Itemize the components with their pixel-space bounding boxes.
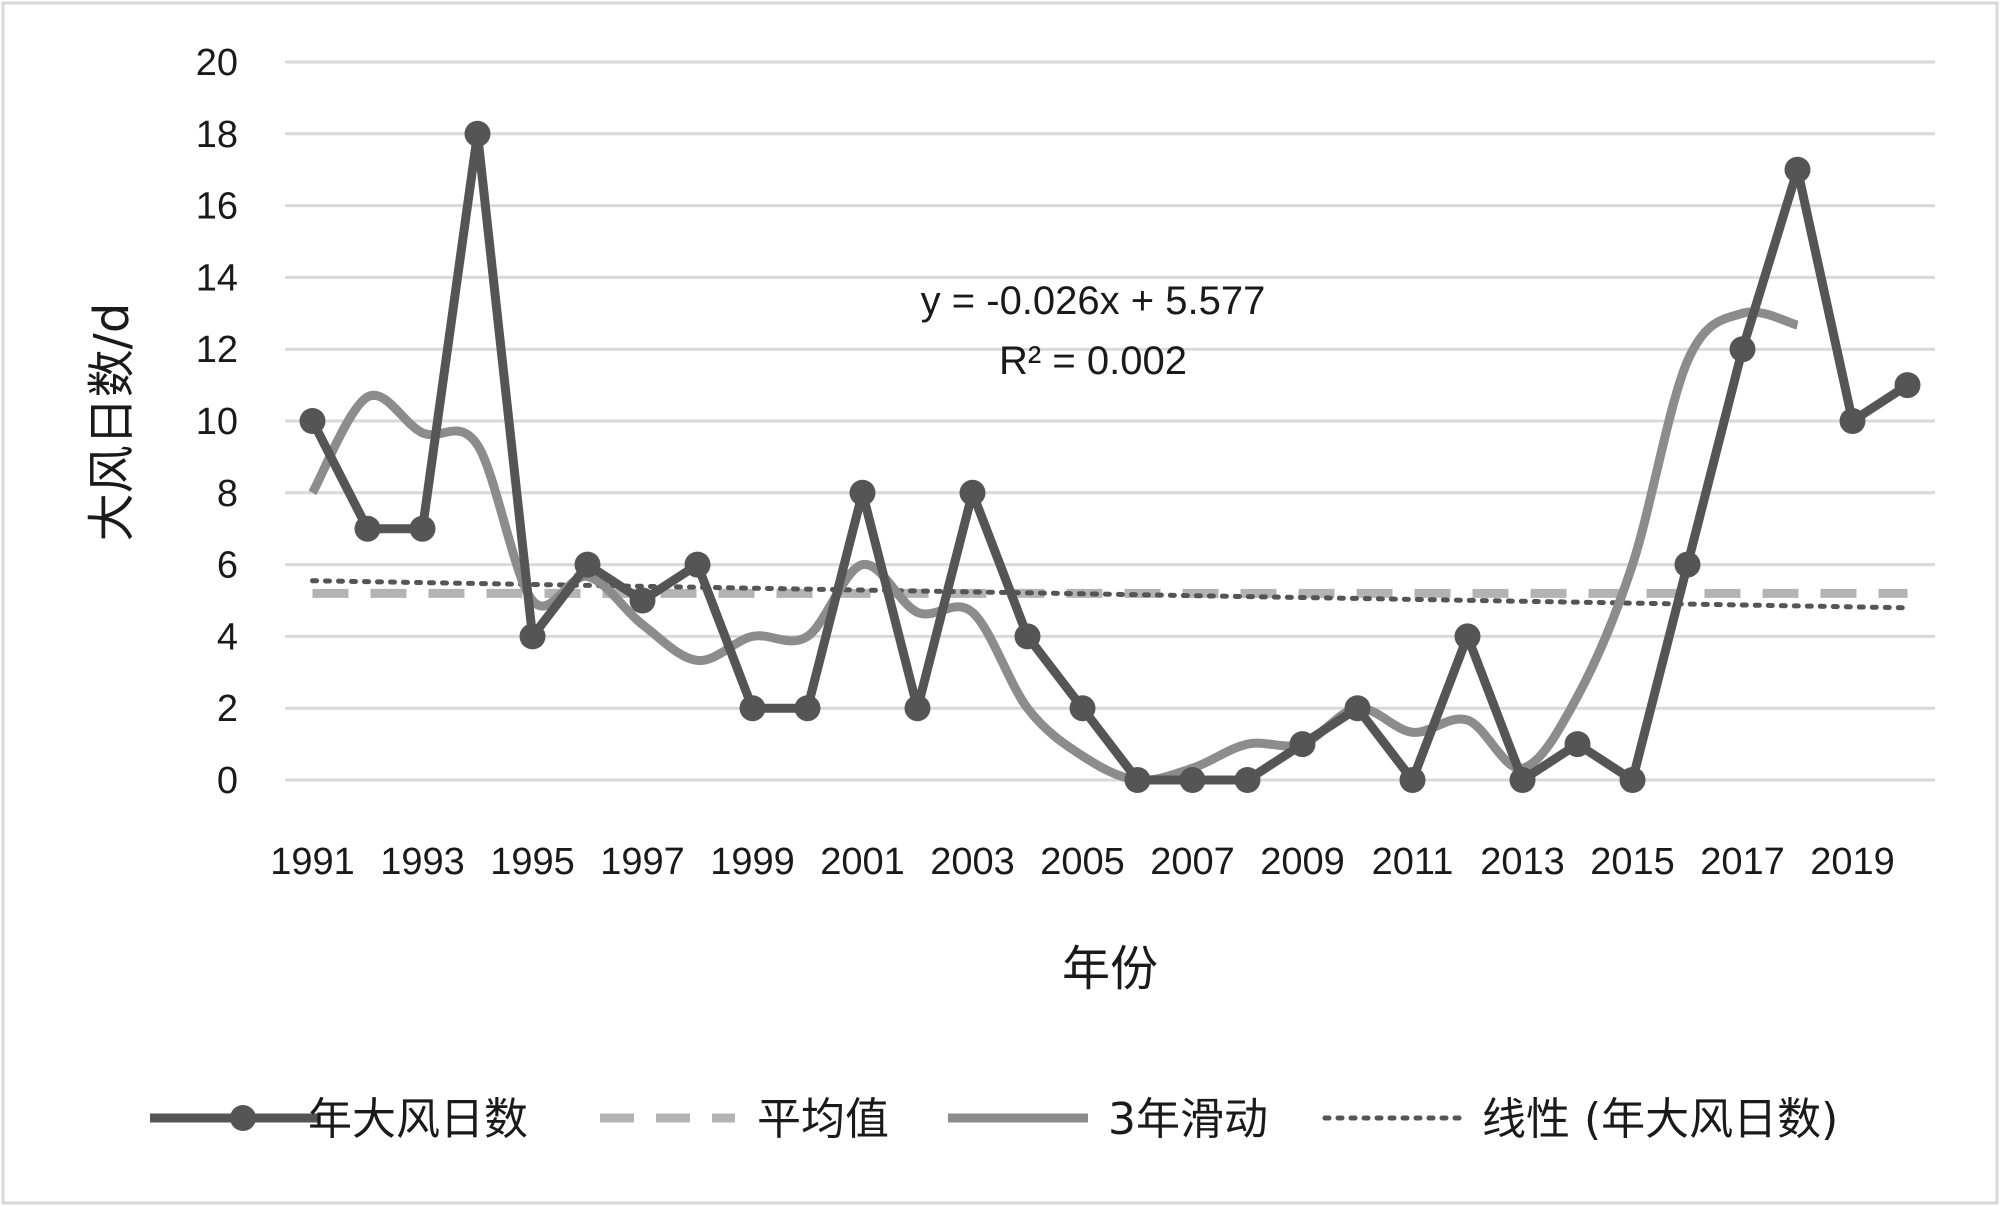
legend: 年大风日数 平均值 3年滑动 线性 (年大风日数) xyxy=(150,1094,1838,1145)
y-axis-title: 大风日数/d xyxy=(84,303,140,542)
data-point xyxy=(904,695,931,722)
data-point xyxy=(1234,767,1261,793)
x-tick-label: 2013 xyxy=(1480,841,1565,883)
legend-item-annual-days: 年大风日数 xyxy=(150,1094,528,1145)
data-point xyxy=(574,551,601,578)
x-tick-label: 2019 xyxy=(1810,841,1895,883)
series-line-linear-trend xyxy=(310,578,1910,611)
data-point xyxy=(1344,695,1371,722)
legend-label: 线性 (年大风日数) xyxy=(1482,1094,1838,1145)
data-point xyxy=(1674,551,1701,578)
data-point xyxy=(1014,623,1041,650)
data-point xyxy=(629,587,656,614)
data-point xyxy=(794,695,821,722)
x-tick-label: 2001 xyxy=(820,841,905,883)
y-axis-ticks: 0 2 4 6 8 10 12 14 16 18 20 xyxy=(196,42,238,802)
legend-item-moving-average: 3年滑动 xyxy=(948,1094,1268,1145)
data-point xyxy=(1454,623,1481,650)
y-tick-label: 0 xyxy=(217,760,238,802)
data-point xyxy=(849,479,876,506)
data-point xyxy=(739,695,766,722)
series-group xyxy=(299,120,1921,793)
data-point xyxy=(464,120,491,147)
y-tick-label: 18 xyxy=(196,114,238,156)
data-point xyxy=(1179,767,1206,793)
y-tick-label: 6 xyxy=(217,545,238,587)
x-axis-title: 年份 xyxy=(1062,941,1158,997)
data-point xyxy=(684,551,711,578)
data-point xyxy=(1564,731,1591,758)
x-tick-label: 2017 xyxy=(1700,841,1785,883)
data-point xyxy=(1124,767,1151,793)
data-point xyxy=(1509,767,1536,793)
series-line-annual-days xyxy=(308,129,1910,785)
data-point xyxy=(959,479,986,506)
data-point xyxy=(1399,767,1426,793)
data-point xyxy=(1729,336,1756,363)
y-tick-label: 8 xyxy=(217,473,238,515)
data-point xyxy=(1894,372,1921,399)
legend-label: 3年滑动 xyxy=(1108,1094,1268,1145)
legend-marker xyxy=(230,1105,256,1131)
gridlines xyxy=(285,60,1935,782)
data-point xyxy=(1784,156,1811,183)
x-tick-label: 2003 xyxy=(930,841,1015,883)
legend-item-mean: 平均值 xyxy=(600,1094,889,1145)
y-tick-label: 14 xyxy=(196,257,238,299)
y-tick-label: 12 xyxy=(196,329,238,371)
x-tick-label: 2011 xyxy=(1372,841,1454,883)
y-tick-label: 2 xyxy=(217,688,238,730)
trendline-equation: y = -0.026x + 5.577 xyxy=(921,279,1266,323)
data-point xyxy=(519,623,546,650)
x-tick-label: 1993 xyxy=(380,841,465,883)
trendline-r-squared: R² = 0.002 xyxy=(999,339,1187,383)
x-axis-ticks: 1991 1993 1995 1997 1999 2001 2003 2005 2007 2009… xyxy=(270,841,1895,883)
legend-label: 年大风日数 xyxy=(308,1094,528,1145)
legend-label: 平均值 xyxy=(757,1094,889,1145)
x-tick-label: 1991 xyxy=(270,841,355,883)
y-tick-label: 20 xyxy=(196,42,238,84)
x-tick-label: 2009 xyxy=(1260,841,1345,883)
x-tick-label: 2005 xyxy=(1040,841,1125,883)
x-tick-label: 2007 xyxy=(1150,841,1235,883)
data-point xyxy=(299,408,326,434)
data-point xyxy=(1069,695,1096,722)
x-tick-label: 2015 xyxy=(1590,841,1675,883)
legend-item-linear-trend: 线性 (年大风日数) xyxy=(1322,1094,1838,1145)
data-point xyxy=(1839,408,1866,434)
x-tick-label: 1995 xyxy=(490,841,575,883)
data-point xyxy=(409,515,436,542)
y-tick-label: 10 xyxy=(196,401,238,443)
y-tick-label: 4 xyxy=(217,616,238,658)
x-tick-label: 1999 xyxy=(710,841,795,883)
y-tick-label: 16 xyxy=(196,186,238,228)
data-point xyxy=(1619,767,1646,793)
x-tick-label: 1997 xyxy=(600,841,685,883)
data-point xyxy=(1289,731,1316,758)
data-point xyxy=(354,515,381,542)
